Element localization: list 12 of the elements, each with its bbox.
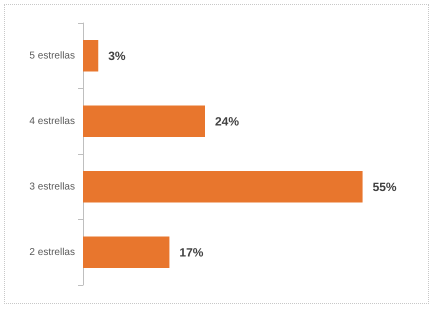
y-tick-label: 2 estrellas [29,246,75,258]
y-tick-label: 4 estrellas [29,116,75,127]
bar [83,236,170,268]
bar [83,40,98,72]
data-label: 55% [372,180,397,194]
data-label: 17% [179,245,204,260]
bar [83,171,363,202]
data-label: 24% [215,114,240,128]
data-label: 3% [108,48,126,63]
y-tick-label: 5 estrellas [29,50,75,62]
bar [83,106,205,137]
y-tick-label: 3 estrellas [29,181,75,192]
